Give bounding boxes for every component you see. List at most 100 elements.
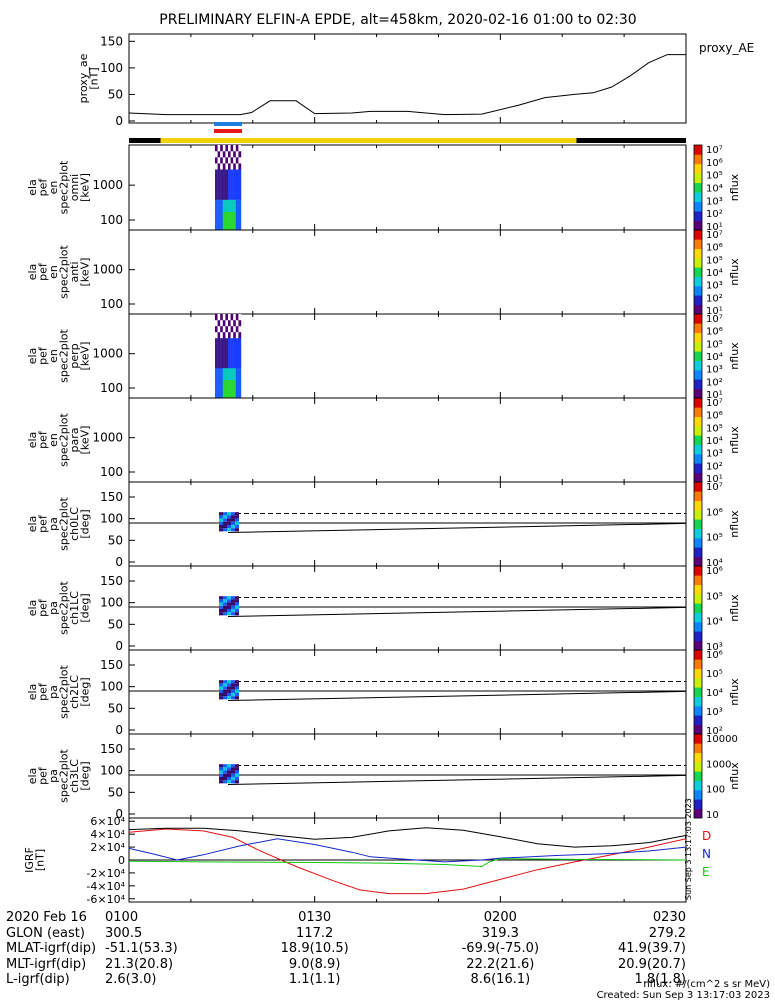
pa-pixel-6-1-3 bbox=[223, 605, 227, 609]
pa-pixel-6-2-3 bbox=[227, 605, 231, 609]
pa-pixel-5-1-3 bbox=[223, 521, 227, 525]
colorbar-tick-7-2: 10⁴ bbox=[706, 688, 723, 699]
pa-pixel-6-3-5 bbox=[231, 612, 235, 616]
colorbar-seg-1-5 bbox=[694, 173, 702, 184]
igrf-ytick-label-4: 2×10⁴ bbox=[90, 841, 125, 854]
spec-pixel-1-0-12 bbox=[215, 151, 218, 158]
spec-pixel-1-6-11 bbox=[230, 157, 234, 164]
spec-pixel-1-3-13 bbox=[222, 145, 226, 152]
spec-pixel-1-6-1 bbox=[230, 217, 234, 225]
spec-pixel-3-4-2 bbox=[225, 380, 229, 387]
panel-ylabel-6-2: pa bbox=[47, 601, 60, 615]
spec-pixel-3-3-13 bbox=[222, 314, 226, 321]
spec-pixel-1-2-2 bbox=[220, 211, 223, 219]
pa-ytick-label-7-1: 50 bbox=[108, 701, 123, 715]
pitch-angle-frame-7 bbox=[128, 649, 687, 735]
pa-pixel-5-1-5 bbox=[223, 528, 227, 532]
spec-pixel-3-4-1 bbox=[225, 386, 229, 393]
colorbar-tick-7-4: 10⁶ bbox=[706, 650, 723, 661]
spec-pixel-1-5-4 bbox=[228, 199, 231, 206]
ephem-cell-1-3: 9.0(8.9) bbox=[289, 957, 341, 972]
pa-ytick-label-7-3: 150 bbox=[100, 658, 123, 672]
spec-pixel-1-3-10 bbox=[222, 163, 226, 170]
colorbar-seg-1-0 bbox=[694, 220, 702, 231]
spec-pixel-3-2-0 bbox=[220, 392, 223, 399]
spec-pixel-3-6-12 bbox=[230, 320, 234, 327]
spec-pixel-3-5-8 bbox=[228, 344, 231, 351]
spec-pixel-1-7-6 bbox=[233, 187, 236, 194]
spec-pixel-1-8-3 bbox=[235, 205, 239, 212]
panel-ylabel-5-0: ela bbox=[26, 516, 39, 533]
spec-ytick-label-4-1: 1000 bbox=[92, 431, 123, 445]
spec-pixel-1-4-3 bbox=[225, 205, 229, 212]
spec-pixel-3-0-1 bbox=[215, 386, 218, 393]
spec-pixel-3-7-1 bbox=[233, 386, 236, 393]
loss-cone-6 bbox=[227, 606, 687, 618]
pa-pixel-8-1-1 bbox=[223, 767, 227, 771]
colorbar-tick-1-4: 10⁵ bbox=[706, 171, 723, 182]
spec-pixel-3-7-5 bbox=[233, 362, 236, 369]
spec-pixel-3-7-0 bbox=[233, 392, 236, 399]
spec-pixel-1-4-7 bbox=[225, 181, 229, 188]
pa-pixel-6-1-4 bbox=[223, 608, 227, 613]
pitch-angle-frame-6 bbox=[128, 565, 687, 651]
spec-pixel-1-6-4 bbox=[230, 199, 234, 206]
pa-pixel-7-3-5 bbox=[231, 696, 235, 700]
spec-pixel-1-8-9 bbox=[235, 169, 239, 176]
spec-pixel-1-2-9 bbox=[220, 169, 223, 176]
footer-units: nflux: #/(cm^2 s sr MeV) bbox=[643, 979, 770, 990]
spec-pixel-3-2-10 bbox=[220, 332, 223, 339]
loss-cone-7 bbox=[227, 690, 687, 702]
colorbar-seg-5-2 bbox=[694, 538, 702, 548]
igrf-ytick-label-6: 6×10⁴ bbox=[90, 815, 125, 828]
spec-pixel-1-3-3 bbox=[222, 205, 226, 212]
spec-pixel-1-3-12 bbox=[222, 151, 226, 158]
spec-pixel-3-2-1 bbox=[220, 386, 223, 393]
pa-pixel-5-1-4 bbox=[223, 524, 227, 529]
pa-pixel-6-1-1 bbox=[223, 599, 227, 603]
pa-pixel-6-0-3 bbox=[219, 605, 223, 609]
spec-pixel-3-9-4 bbox=[238, 368, 242, 375]
spec-pixel-3-1-4 bbox=[217, 368, 221, 375]
pa-pixel-6-0-2 bbox=[219, 602, 223, 606]
spec-pixel-1-3-5 bbox=[222, 193, 226, 200]
ae-ytick-label-0: 0 bbox=[115, 114, 123, 128]
pa-pixel-6-4-3 bbox=[235, 605, 239, 609]
spec-pixel-3-4-11 bbox=[225, 326, 229, 333]
spec-pixel-3-7-11 bbox=[233, 326, 236, 333]
zlabel-8: nflux bbox=[728, 762, 741, 790]
spec-pixel-3-4-13 bbox=[225, 314, 229, 321]
spec-pixel-1-4-13 bbox=[225, 145, 229, 152]
spec-pixel-3-8-7 bbox=[235, 350, 239, 357]
colorbar-seg-7-6 bbox=[694, 668, 702, 679]
colorbar-seg-4-1 bbox=[694, 463, 702, 473]
igrf-side-text: Sun Sep 3 13:17:03 2023 bbox=[684, 798, 693, 900]
spec-pixel-3-6-1 bbox=[230, 386, 234, 393]
colorbar-seg-3-0 bbox=[694, 388, 702, 399]
pa-pixel-7-4-4 bbox=[235, 692, 239, 697]
spec-pixel-1-0-5 bbox=[215, 193, 218, 200]
spec-pixel-1-9-12 bbox=[238, 151, 242, 158]
spec-pixel-3-3-3 bbox=[222, 374, 226, 381]
spec-pixel-1-8-5 bbox=[235, 193, 239, 200]
pa-pixel-7-0-2 bbox=[219, 686, 223, 690]
spec-pixel-1-8-2 bbox=[235, 211, 239, 219]
pa-pixel-7-4-3 bbox=[235, 689, 239, 693]
pa-pixel-6-2-2 bbox=[227, 602, 231, 606]
spec-pixel-1-7-2 bbox=[233, 211, 236, 219]
spec-pixel-1-0-11 bbox=[215, 157, 218, 164]
ephem-cell-3-2: 41.9(39.7) bbox=[618, 941, 686, 956]
spec-pixel-1-7-12 bbox=[233, 151, 236, 158]
spec-pixel-1-1-0 bbox=[217, 223, 221, 231]
colorbar-seg-1-4 bbox=[694, 182, 702, 193]
pa-pixel-6-4-1 bbox=[235, 599, 239, 603]
spec-pixel-1-2-11 bbox=[220, 157, 223, 164]
colorbar-tick-2-2: 10³ bbox=[706, 281, 723, 292]
pa-pixel-7-4-2 bbox=[235, 686, 239, 690]
spec-pixel-3-0-6 bbox=[215, 356, 218, 363]
panel-ylabel-9-0: IGRF bbox=[23, 847, 36, 873]
spec-pixel-3-9-2 bbox=[238, 380, 242, 387]
spec-pixel-3-2-12 bbox=[220, 320, 223, 327]
pa-pixel-7-4-1 bbox=[235, 683, 239, 687]
panel-ylabel-2-0: ela bbox=[26, 264, 39, 281]
